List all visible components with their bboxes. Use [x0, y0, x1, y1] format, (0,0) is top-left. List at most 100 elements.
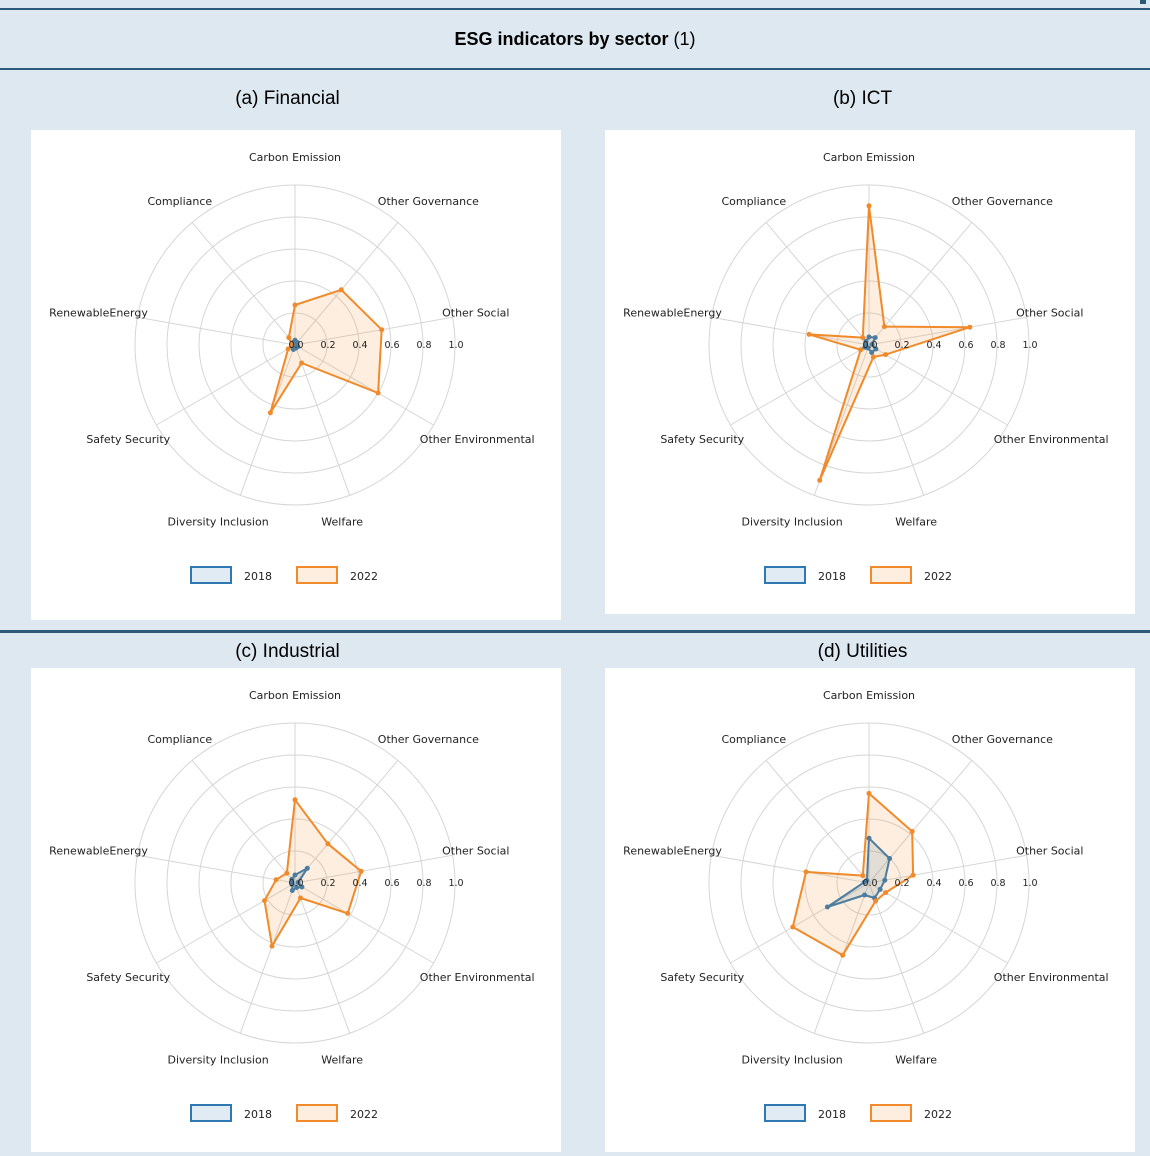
series-2018-point-other-environmental [877, 886, 883, 892]
series-2018-point-other-social [882, 877, 888, 883]
radial-tick-label: 0.4 [352, 340, 367, 351]
series-2022-point-other-environmental [345, 910, 351, 916]
radar-grid [134, 184, 456, 506]
legend-swatch-2022 [870, 566, 912, 584]
axis-label-carbon-emission: Carbon Emission [823, 689, 915, 702]
series-2018-point-carbon-emission [866, 334, 872, 340]
grid-spoke [137, 316, 296, 346]
grid-spoke [765, 222, 870, 346]
radar-chart: 0.0 0.2 0.4 0.6 0.8 1.0 Carbon Emission Other G… [49, 151, 535, 584]
series-2018-point-other-governance [304, 865, 310, 871]
series-2022-area [269, 288, 383, 414]
axis-label-other-social: Other Social [1016, 844, 1083, 857]
series-2022-point-welfare [870, 354, 876, 360]
legend-label-2018: 2018 [244, 1108, 272, 1121]
axis-label-other-governance: Other Governance [378, 733, 479, 746]
series-2018-point-safety-security [824, 904, 830, 910]
radial-tick-label: 0.2 [894, 878, 909, 889]
radial-tick-label: 0.0 [862, 878, 877, 889]
series-2018-point-compliance [289, 876, 295, 882]
legend-swatch-2022 [296, 566, 338, 584]
series-2022-point-other-social [379, 327, 385, 333]
grid-spoke [868, 882, 1008, 964]
legend-label-2022: 2022 [924, 1108, 952, 1121]
series-2022-point-carbon-emission [292, 302, 298, 308]
series-2022-point-diversity-inclusion [817, 477, 823, 483]
axis-label-welfare: Welfare [321, 516, 363, 529]
mid-rule [0, 630, 1150, 633]
series-2022-point-renewableenergy [803, 869, 809, 875]
series-2022-point-safety-security [285, 346, 291, 352]
radar-chart: 0.0 0.2 0.4 0.6 0.8 1.0 Carbon Emission Other G… [623, 689, 1109, 1122]
axis-label-renewableenergy: RenewableEnergy [49, 844, 148, 857]
panel-industrial: (c) Industrial 0.0 0.2 0.4 0.6 0.8 1.0 Carbon … [0, 633, 575, 1156]
series-2022-point-welfare [299, 360, 305, 366]
top-rule [0, 8, 1150, 10]
grid-spoke [294, 854, 453, 884]
radial-tick-label: 0.0 [288, 340, 303, 351]
radar-grid [134, 722, 456, 1044]
panel-title: (a) Financial [235, 88, 340, 109]
radial-tick-label: 1.0 [1022, 340, 1037, 351]
series-2018-point-other-governance [872, 335, 878, 341]
series-2018-point-diversity-inclusion [862, 892, 868, 898]
radial-tick-label: 0.2 [894, 340, 909, 351]
series-2018-point-other-governance [887, 856, 893, 861]
grid-spoke [191, 222, 296, 346]
series-2022-point-other-social [967, 324, 973, 330]
legend-swatch-2018 [190, 1104, 232, 1122]
grid-spoke [711, 854, 870, 884]
series-2022-point-diversity-inclusion [267, 410, 273, 416]
axis-label-other-social: Other Social [1016, 306, 1083, 319]
series-2018-point-welfare [294, 885, 300, 890]
axis-label-renewableenergy: RenewableEnergy [623, 844, 722, 857]
series-2022-point-renewableenergy [806, 331, 812, 337]
axis-label-compliance: Compliance [721, 733, 786, 746]
axis-label-compliance: Compliance [721, 195, 786, 208]
series-2018-point-compliance [864, 878, 870, 883]
axis-label-carbon-emission: Carbon Emission [823, 151, 915, 164]
radar-grid [708, 184, 1030, 506]
grid-spoke [868, 760, 973, 884]
axis-label-other-environmental: Other Environmental [420, 971, 535, 984]
axis-label-welfare: Welfare [321, 1054, 363, 1067]
series-2022-point-compliance [284, 870, 290, 876]
grid-spoke [294, 222, 399, 346]
legend-swatch-2018 [190, 566, 232, 584]
grid-spoke [868, 882, 925, 1034]
series-2022-point-carbon-emission [866, 790, 872, 796]
legend-label-2018: 2018 [818, 1108, 846, 1121]
axis-label-safety-security: Safety Security [660, 433, 744, 446]
series-2022-point-compliance [860, 873, 866, 879]
radial-tick-label: 1.0 [448, 878, 463, 889]
series-2022-point-renewableenergy [273, 877, 279, 883]
series-2022-point-welfare [873, 898, 879, 904]
panel-title: (d) Utilities [817, 641, 908, 662]
grid-spoke [294, 882, 434, 964]
series-2018-point-other-social [295, 879, 301, 885]
axis-label-other-environmental: Other Environmental [420, 433, 535, 446]
grid-spoke [765, 760, 870, 884]
title-rule [0, 68, 1150, 70]
series-2022-area [791, 792, 915, 957]
radial-tick-label: 1.0 [1022, 878, 1037, 889]
panel-title: (c) Industrial [235, 641, 340, 662]
corner-mark [1140, 0, 1146, 4]
radial-tick-label: 0.6 [384, 340, 399, 351]
figure-title: ESG indicators by sector (1) [0, 10, 1150, 68]
grid-spoke [868, 344, 925, 496]
series-2022-point-other-governance [881, 324, 887, 330]
panel-financial: (a) Financial 0.0 0.2 0.4 0.6 0.8 1.0 Carbon E… [0, 70, 575, 630]
axis-label-renewableenergy: RenewableEnergy [49, 306, 148, 319]
axis-label-carbon-emission: Carbon Emission [249, 689, 341, 702]
radar-chart: 0.0 0.2 0.4 0.6 0.8 1.0 Carbon Emission Other G… [623, 151, 1109, 584]
series-2022-point-diversity-inclusion [269, 943, 275, 949]
grid-spoke [294, 316, 453, 346]
radial-tick-label: 0.2 [320, 878, 335, 889]
grid-spoke [294, 344, 351, 496]
series-2018-point-diversity-inclusion [289, 888, 295, 893]
series-2018-point-compliance [863, 338, 869, 344]
figure-title-note: (1) [673, 28, 696, 49]
axis-label-other-governance: Other Governance [952, 733, 1053, 746]
series-2022-point-other-environmental [375, 390, 381, 396]
